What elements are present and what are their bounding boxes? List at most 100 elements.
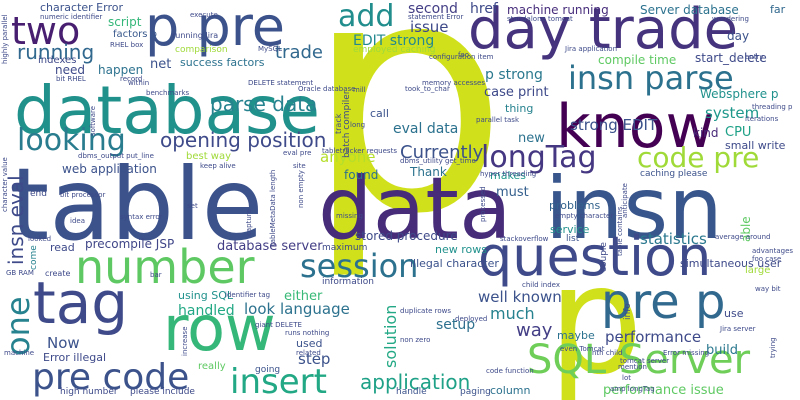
cloud-word: script (108, 15, 142, 29)
cloud-word: service (550, 223, 590, 236)
cloud-word: tableMetaData length (269, 169, 277, 246)
cloud-word: EDIT strong (353, 33, 435, 49)
cloud-word: second (408, 1, 458, 17)
cloud-word: need (55, 63, 85, 77)
cloud-word: p strong (485, 67, 543, 83)
cloud-word: looking (17, 123, 126, 158)
cloud-word: parse data (210, 92, 318, 116)
cloud-word: step (298, 350, 331, 368)
cloud-word: know (556, 92, 715, 162)
cloud-word: end (30, 189, 47, 199)
cloud-word: bit RHEL (56, 75, 86, 83)
cloud-word: must (496, 185, 529, 200)
cloud-word: call (370, 107, 389, 120)
cloud-word: machine (4, 349, 35, 357)
cloud-word: statement Error (408, 13, 464, 21)
cloud-word: web application (62, 162, 157, 176)
cloud-word: issue (410, 18, 449, 36)
cloud-word: precompile JSP (85, 237, 175, 251)
cloud-word: tabletracker requests (322, 147, 397, 155)
cloud-word: took_to_char (405, 85, 450, 93)
cloud-word: maybe (557, 329, 595, 342)
cloud-word: new rows (435, 243, 487, 256)
cloud-word: high number (60, 387, 118, 397)
cloud-word: anticipate (621, 183, 629, 218)
cloud-word: performance (605, 328, 702, 346)
cloud-word: setup (436, 317, 476, 333)
cloud-word: much (490, 304, 535, 323)
cloud-word: Now (47, 334, 80, 352)
cloud-word: site (293, 162, 306, 170)
cloud-word: happen (98, 63, 144, 77)
cloud-word: parallel task (476, 116, 520, 124)
cloud-word: Oracle database (298, 85, 356, 93)
cloud-word: going (255, 365, 281, 375)
cloud-word: employed caching (353, 45, 436, 55)
cloud-word: day (727, 29, 750, 43)
cloud-word: well known (478, 288, 562, 306)
cloud-word: long (350, 121, 366, 129)
cloud-word: runs nothing (285, 329, 330, 337)
cloud-word: eval data (393, 121, 459, 137)
cloud-word: even Tomcat (560, 345, 605, 353)
cloud-word: entry (745, 53, 764, 61)
cloud-word: database (14, 72, 320, 149)
cloud-word: idea (70, 217, 85, 225)
cloud-word: processed (479, 186, 487, 222)
cloud-word: SQL Server (527, 337, 751, 383)
cloud-word: indexes (38, 55, 77, 66)
cloud-word: opening position (160, 128, 327, 152)
cloud-word: table (10, 146, 264, 263)
cloud-word: looked (28, 235, 52, 243)
cloud-word: case print (484, 85, 549, 100)
cloud-word: threading p (752, 103, 793, 111)
cloud-word: pre p (601, 274, 726, 330)
cloud-word: nth child (592, 349, 623, 357)
cloud-word: non empty (297, 170, 305, 208)
cloud-word: deployed (455, 315, 488, 323)
cloud-word: come (29, 245, 39, 270)
cloud-word: either (284, 289, 323, 304)
cloud-word: please include (130, 387, 195, 397)
cloud-word: way (516, 320, 553, 341)
cloud-word: keep alive (200, 162, 236, 170)
cloud-word: identifier tag (225, 291, 271, 299)
cloud-word: insn eval (4, 175, 28, 265)
cloud-word: RHEL box (110, 41, 144, 49)
cloud-word: bit processor (60, 191, 106, 199)
cloud-word: mention (618, 363, 647, 371)
cloud-word: CPU (725, 125, 752, 140)
cloud-word: create (45, 269, 71, 278)
cloud-word: two (11, 9, 81, 53)
cloud-word: used (296, 337, 323, 350)
cloud-word: compile time (598, 53, 677, 67)
cloud-word: information (322, 277, 374, 287)
cloud-word: memory accesses (422, 79, 486, 87)
cloud-word: stored procedure (355, 229, 458, 243)
cloud-word: kind (693, 126, 719, 140)
cloud-word: href (470, 1, 498, 17)
cloud-word: foo (458, 51, 470, 59)
cloud-word: MySQL (258, 45, 283, 53)
cloud-word: anyone (320, 148, 376, 166)
cloud-word: foo case (752, 255, 782, 263)
cloud-word: iterations (745, 115, 779, 123)
cloud-word: code pre (637, 141, 760, 174)
cloud-word: application (360, 370, 471, 394)
cloud-word: statistics (640, 230, 707, 248)
cloud-word: empty character (555, 212, 614, 220)
cloud-word: bar (150, 271, 162, 279)
cloud-word: handle (396, 387, 427, 397)
cloud-word: stackoverflow (500, 235, 549, 243)
cloud-word: look language (244, 300, 350, 318)
cloud-word: configuration item (429, 53, 494, 61)
cloud-word: read (50, 241, 75, 254)
cloud-word: strong EDIT (570, 116, 658, 134)
cloud-word: record (120, 75, 143, 83)
cloud-word: data (318, 159, 512, 259)
cloud-word: illegal character (410, 257, 499, 270)
cloud-word: longTag (481, 140, 597, 175)
cloud-word: p (305, 0, 509, 284)
cloud-word: info (623, 303, 633, 320)
cloud-word: duplicate rows (400, 307, 452, 315)
